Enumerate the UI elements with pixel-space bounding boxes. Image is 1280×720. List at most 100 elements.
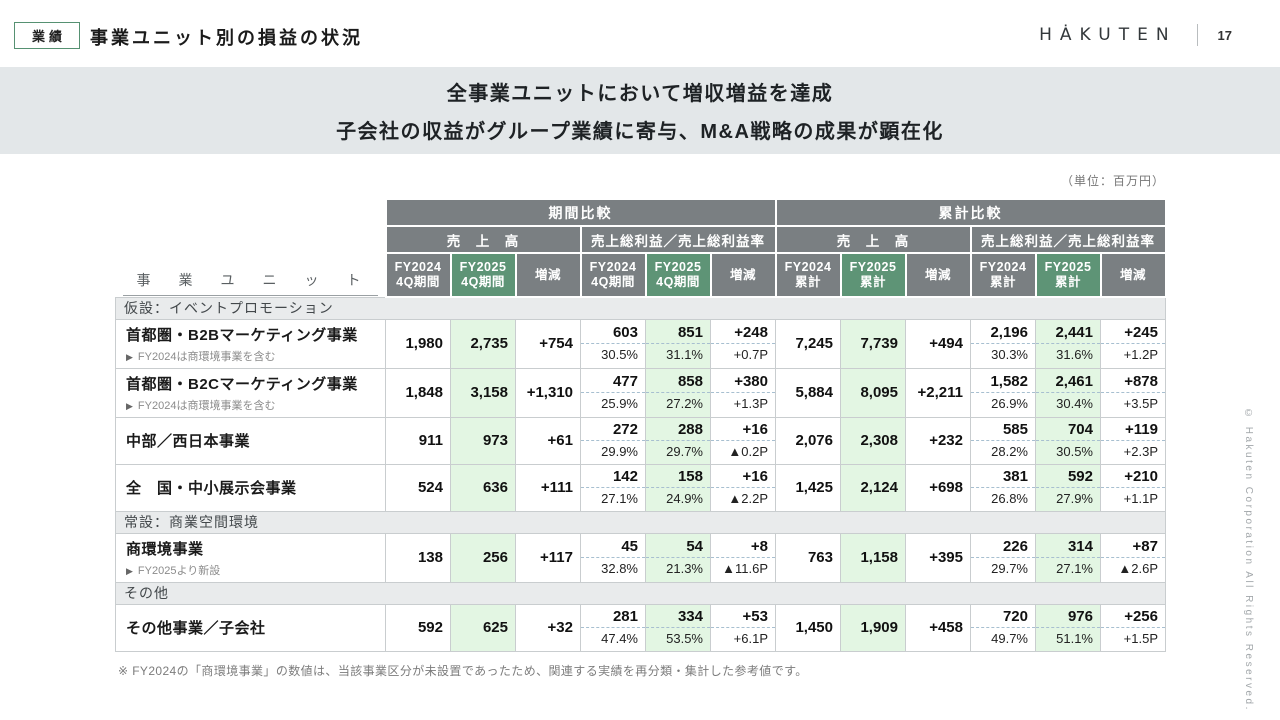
gross-profit-value: 851	[646, 321, 710, 344]
gross-profit-rate: 53.5%	[666, 631, 703, 646]
profit-value-cell: 281 47.4%	[580, 603, 646, 652]
headline-banner: 全事業ユニットにおいて増収増益を達成 子会社の収益がグループ業績に寄与、M&A戦…	[0, 67, 1280, 154]
header-column-row: FY2024 4Q期間 FY2025 4Q期間 増減 FY2024 4Q期間 FY2025 4Q…	[116, 252, 1167, 298]
gross-profit-value: 477	[581, 370, 645, 393]
business-row: 商環境事業 ▶ FY2025より新設 138 256 +117 45 32.8% 54 21.3%…	[115, 532, 1166, 583]
section-row: 仮設：イベントプロモーション	[115, 296, 1166, 320]
column-header-増減: 増減	[904, 252, 972, 298]
profit-value-cell: 334 53.5%	[645, 603, 711, 652]
sales-value-cell: 1,980	[385, 318, 451, 369]
sales-value-cell: 256	[450, 532, 516, 583]
column-header-line1: FY2024	[394, 260, 442, 274]
business-unit-column-header: 事 業 ユ ニ ッ ト	[115, 199, 386, 297]
group-period-comparison: 期間比較	[384, 198, 777, 227]
business-note: ▶ FY2025より新設	[126, 562, 379, 578]
subheader-gross-profit: 売上総利益／売上総利益率	[969, 225, 1167, 254]
column-header-FY2024: FY2024 累計	[774, 252, 842, 298]
profit-value-cell: 592 27.9%	[1035, 463, 1101, 512]
gross-profit-value: 720	[971, 605, 1035, 628]
profit-value-cell: +248 +0.7P	[710, 318, 776, 369]
gross-profit-value: 158	[646, 465, 710, 488]
gross-profit-rate: 29.9%	[601, 444, 638, 459]
headline-line-2: 子会社の収益がグループ業績に寄与、M&A戦略の成果が顕在化	[336, 121, 944, 143]
business-row: 首都圏・B2Bマーケティング事業 ▶ FY2024は商環境事業を含む 1,980 2,7…	[115, 318, 1166, 369]
gross-profit-rate: +1.5P	[1123, 631, 1158, 646]
table-head: 事 業 ユ ニ ッ ト期間比較 累計比較売 上 高売上総利益／売上総利益率売 上 …	[115, 198, 1167, 298]
business-name: その他事業／子会社	[126, 620, 266, 637]
column-header-line1: 増減	[1119, 267, 1146, 282]
gross-profit-value: 334	[646, 605, 710, 628]
gross-profit-rate: 30.5%	[1056, 444, 1093, 459]
column-header-FY2024: FY2024 累計	[969, 252, 1037, 298]
gross-profit-value: 314	[1036, 535, 1100, 558]
section-label: 常設：商業空間環境	[115, 510, 1166, 534]
gross-profit-rate: +1.2P	[1123, 347, 1158, 362]
profit-value-cell: 2,196 30.3%	[970, 318, 1036, 369]
business-name-cell: 商環境事業 ▶ FY2025より新設	[115, 532, 386, 583]
sales-value-cell: +395	[905, 532, 971, 583]
business-name-cell: 首都圏・B2Cマーケティング事業 ▶ FY2024は商環境事業を含む	[115, 367, 386, 418]
column-header-line1: 増減	[924, 267, 951, 282]
table-body: 仮設：イベントプロモーション 首都圏・B2Bマーケティング事業 ▶ FY2024は商環…	[115, 296, 1166, 652]
column-header-FY2025: FY2025 累計	[839, 252, 907, 298]
gross-profit-rate: 26.9%	[991, 396, 1028, 411]
gross-profit-rate: 32.8%	[601, 561, 638, 576]
profit-value-cell: 226 29.7%	[970, 532, 1036, 583]
column-header-line1: FY2024	[784, 260, 832, 274]
gross-profit-rate: 26.8%	[991, 491, 1028, 506]
business-name-cell: 全 国・中小展示会事業	[115, 463, 386, 512]
profit-value-cell: 704 30.5%	[1035, 416, 1101, 465]
column-header-line1: FY2025	[459, 260, 507, 274]
gross-profit-value: 142	[581, 465, 645, 488]
column-header-line1: FY2025	[849, 260, 897, 274]
gross-profit-rate: 47.4%	[601, 631, 638, 646]
note-arrow-icon: ▶	[126, 351, 133, 362]
column-header-FY2024: FY2024 4Q期間	[579, 252, 647, 298]
sales-value-cell: 592	[385, 603, 451, 652]
profit-value-cell: +256 +1.5P	[1100, 603, 1166, 652]
gross-profit-rate: 27.1%	[601, 491, 638, 506]
gross-profit-value: +8	[711, 535, 775, 558]
sales-value-cell: 1,848	[385, 367, 451, 418]
sales-value-cell: +754	[515, 318, 581, 369]
gross-profit-rate: +0.7P	[733, 347, 768, 362]
section-row: その他	[115, 581, 1166, 605]
business-name: 首都圏・B2Bマーケティング事業	[126, 326, 358, 344]
subheader-sales: 売 上 高	[774, 225, 972, 254]
column-header-line2: 4Q期間	[396, 275, 440, 289]
profit-value-cell: +53 +6.1P	[710, 603, 776, 652]
sales-value-cell: 2,735	[450, 318, 516, 369]
gross-profit-value: 2,461	[1036, 370, 1100, 393]
gross-profit-rate: 31.1%	[666, 347, 703, 362]
gross-profit-value: +119	[1101, 418, 1165, 441]
gross-profit-value: 2,441	[1036, 321, 1100, 344]
header-group-row: 事 業 ユ ニ ッ ト 期間比較 累計比較	[115, 198, 1167, 297]
profit-value-cell: 142 27.1%	[580, 463, 646, 512]
pl-table-wrapper: 事 業 ユ ニ ッ ト期間比較 累計比較売 上 高売上総利益／売上総利益率売 上 …	[115, 198, 1167, 652]
sales-value-cell: 1,909	[840, 603, 906, 652]
gross-profit-value: 592	[1036, 465, 1100, 488]
column-header-FY2025: FY2025 4Q期間	[449, 252, 517, 298]
column-header-line2: 累計	[989, 275, 1016, 289]
profit-value-cell: 976 51.1%	[1035, 603, 1101, 652]
gross-profit-value: +248	[711, 321, 775, 344]
gross-profit-rate: 30.4%	[1056, 396, 1093, 411]
profit-value-cell: 272 29.9%	[580, 416, 646, 465]
gross-profit-rate: +1.3P	[733, 396, 768, 411]
sales-value-cell: +2,211	[905, 367, 971, 418]
profit-value-cell: 54 21.3%	[645, 532, 711, 583]
gross-profit-rate: 29.7%	[666, 444, 703, 459]
sales-value-cell: 763	[775, 532, 841, 583]
sales-value-cell: +117	[515, 532, 581, 583]
column-header-line2: 4Q期間	[591, 275, 635, 289]
business-name-cell: その他事業／子会社	[115, 603, 386, 652]
gross-profit-value: 381	[971, 465, 1035, 488]
section-row: 常設：商業空間環境	[115, 510, 1166, 534]
profit-value-cell: +210 +1.1P	[1100, 463, 1166, 512]
sales-value-cell: 2,076	[775, 416, 841, 465]
business-name: 全 国・中小展示会事業	[126, 480, 297, 497]
column-header-line1: 増減	[729, 267, 756, 282]
gross-profit-rate: +3.5P	[1123, 396, 1158, 411]
profit-value-cell: 720 49.7%	[970, 603, 1036, 652]
gross-profit-value: +878	[1101, 370, 1165, 393]
